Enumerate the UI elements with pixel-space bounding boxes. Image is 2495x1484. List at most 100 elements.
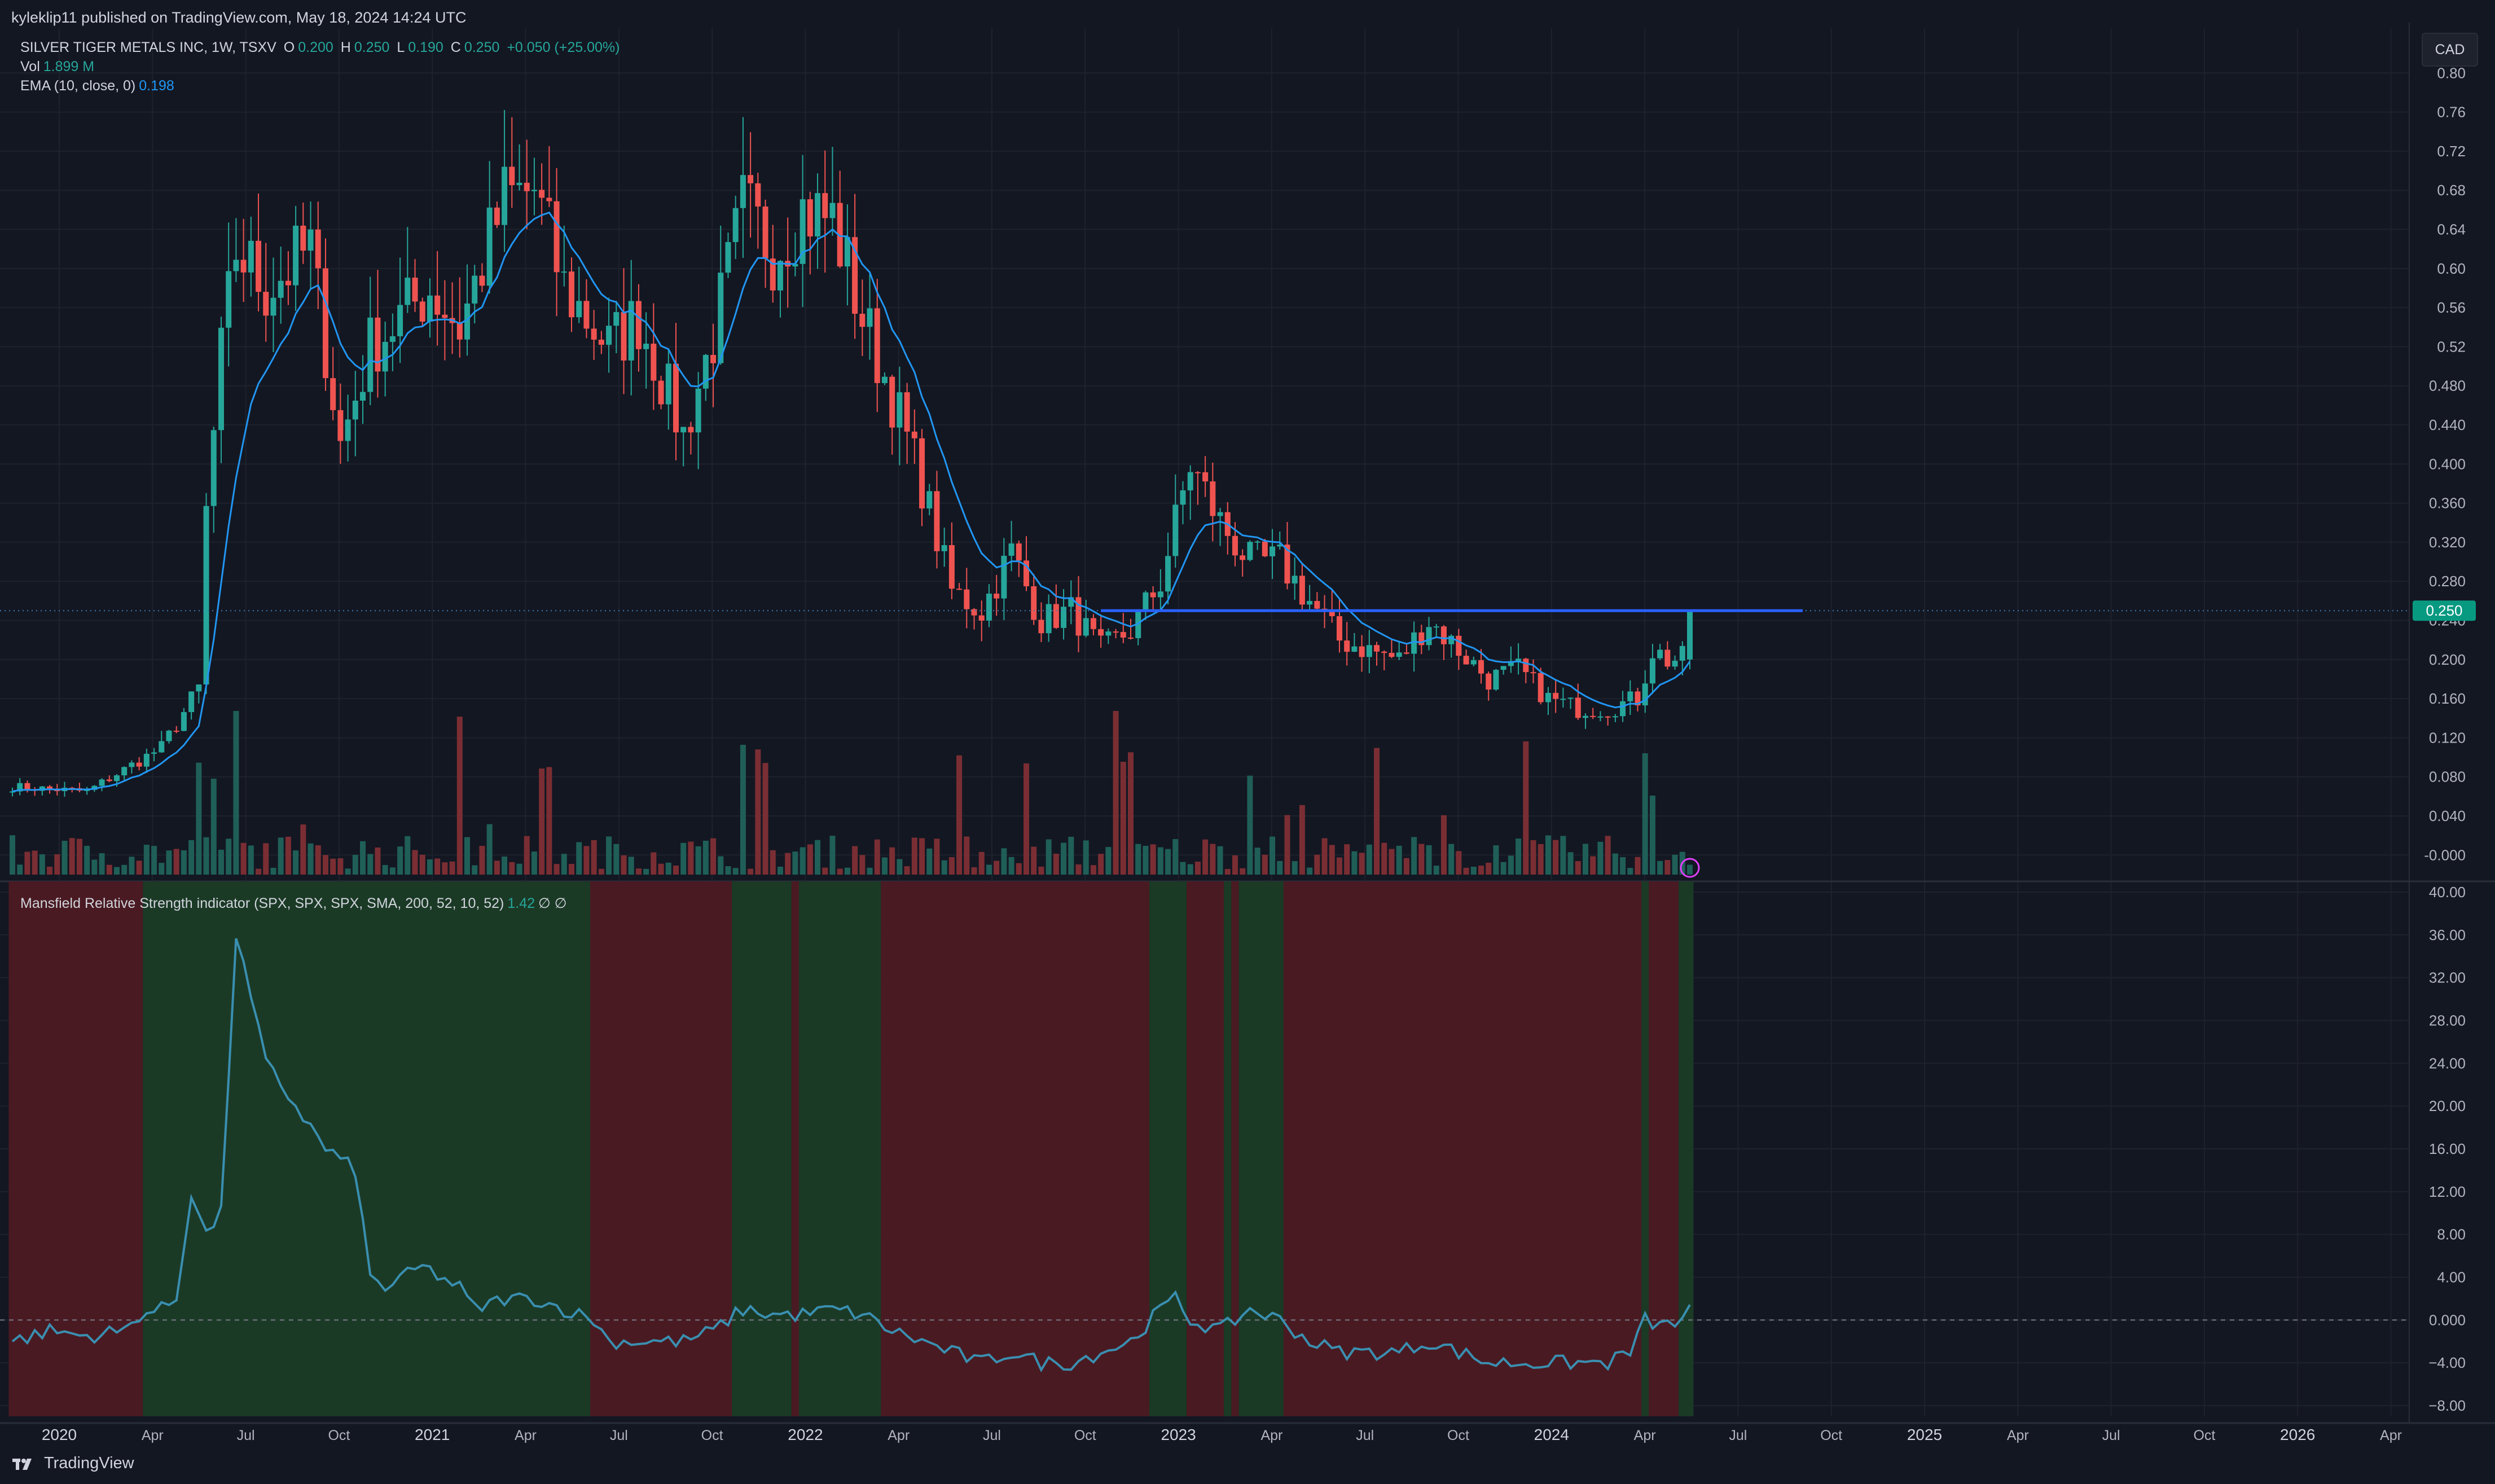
rs-background-band bbox=[1187, 881, 1224, 1416]
lightning-icon bbox=[1680, 858, 1700, 878]
candle-body bbox=[1530, 672, 1536, 674]
volume-bar bbox=[233, 711, 239, 875]
volume-bar bbox=[76, 838, 82, 875]
volume-bar bbox=[583, 846, 590, 875]
volume-bar bbox=[1202, 839, 1209, 875]
volume-bar bbox=[1053, 853, 1059, 875]
candle-body bbox=[405, 278, 411, 305]
price-tick-label: 0.56 bbox=[2437, 299, 2466, 316]
time-tick-label: 2023 bbox=[1161, 1426, 1196, 1443]
candle-body bbox=[598, 339, 604, 345]
volume-bar bbox=[576, 842, 582, 875]
volume-bar bbox=[1672, 854, 1678, 875]
candle-body bbox=[1560, 699, 1566, 700]
rs-tick-label: 0.000 bbox=[2429, 1311, 2466, 1328]
published-header: kyleklip11 published on TradingView.com,… bbox=[11, 9, 467, 26]
candle-body bbox=[337, 410, 344, 441]
volume-bar bbox=[904, 866, 910, 875]
candle-body bbox=[569, 271, 574, 318]
volume-bar bbox=[263, 843, 269, 875]
volume-bar bbox=[1008, 857, 1014, 875]
volume-bar bbox=[1560, 836, 1566, 875]
volume-bar bbox=[934, 838, 940, 875]
volume-bar bbox=[881, 857, 888, 875]
candle-body bbox=[874, 308, 880, 383]
volume-bar bbox=[345, 868, 351, 875]
candle-body bbox=[263, 292, 269, 316]
candle-body bbox=[233, 260, 239, 271]
volume-bar bbox=[1448, 844, 1455, 875]
volume-bar bbox=[897, 859, 903, 875]
volume-bar bbox=[136, 860, 142, 875]
volume-bar bbox=[1307, 867, 1313, 875]
candle-body bbox=[1508, 661, 1514, 666]
volume-bar bbox=[702, 840, 709, 875]
candle-body bbox=[1649, 658, 1655, 684]
volume-bar bbox=[1687, 864, 1693, 875]
volume-bar bbox=[389, 867, 396, 875]
candle-body bbox=[1314, 601, 1320, 609]
volume-bar bbox=[1351, 851, 1358, 875]
volume-bar bbox=[800, 847, 806, 875]
candle-body bbox=[1672, 660, 1678, 667]
volume-bar bbox=[1210, 844, 1216, 875]
volume-bar bbox=[1642, 753, 1648, 875]
volume-bar bbox=[598, 868, 604, 875]
candle-body bbox=[1284, 545, 1290, 584]
volume-bar bbox=[143, 845, 150, 875]
candle-body bbox=[442, 314, 448, 318]
volume-bar bbox=[1500, 862, 1506, 875]
volume-bar bbox=[1605, 836, 1611, 875]
candle-body bbox=[1411, 632, 1417, 654]
time-tick-label: Apr bbox=[888, 1428, 910, 1443]
volume-bar bbox=[1046, 839, 1052, 875]
volume-bar bbox=[994, 860, 1000, 875]
time-tick-label: 2026 bbox=[2280, 1426, 2315, 1443]
candle-body bbox=[181, 712, 187, 731]
candle-body bbox=[1024, 560, 1030, 587]
candle-body bbox=[867, 308, 873, 327]
volume-bar bbox=[1664, 860, 1671, 875]
candle-body bbox=[1679, 646, 1685, 661]
rs-tick-label: −8.00 bbox=[2428, 1397, 2466, 1414]
volume-bar bbox=[1038, 866, 1044, 875]
candle-body bbox=[986, 594, 992, 621]
candle-body bbox=[382, 341, 388, 372]
candle-body bbox=[762, 206, 768, 259]
candle-body bbox=[1627, 691, 1633, 701]
candle-body bbox=[643, 344, 649, 349]
volume-bar bbox=[859, 855, 866, 875]
volume-bar bbox=[815, 840, 821, 875]
volume-bar bbox=[300, 824, 306, 875]
time-tick-label: Oct bbox=[1820, 1428, 1842, 1443]
volume-bar bbox=[173, 849, 179, 875]
volume-bar bbox=[1649, 796, 1655, 875]
candle-body bbox=[1046, 604, 1052, 634]
price-tick-label: 0.52 bbox=[2437, 338, 2466, 355]
currency-button[interactable]: CAD bbox=[2422, 33, 2478, 67]
volume-bar bbox=[1597, 841, 1604, 875]
volume-bar bbox=[1120, 762, 1126, 875]
volume-bar bbox=[1321, 838, 1328, 875]
volume-bar bbox=[24, 851, 30, 875]
candle-body bbox=[1217, 512, 1223, 516]
volume-bar bbox=[1374, 748, 1380, 875]
time-tick-label: Apr bbox=[1260, 1428, 1282, 1443]
volume-bar bbox=[852, 846, 858, 875]
volume-bar bbox=[1470, 866, 1477, 875]
candle-body bbox=[1486, 673, 1492, 690]
candle-body bbox=[345, 419, 351, 441]
candle-body bbox=[1128, 637, 1134, 639]
candle-body bbox=[1575, 697, 1581, 718]
volume-bar bbox=[479, 846, 485, 875]
candle-body bbox=[203, 506, 209, 685]
tradingview-logo[interactable]: TradingView bbox=[12, 1454, 134, 1473]
candle-body bbox=[367, 317, 374, 392]
candle-body bbox=[971, 609, 977, 616]
change-value: +0.050 (+25.00%) bbox=[507, 39, 620, 55]
candle-body bbox=[293, 225, 299, 286]
candle-body bbox=[322, 268, 328, 379]
rs-tick-label: 16.00 bbox=[2429, 1140, 2466, 1157]
candle-body bbox=[815, 193, 821, 237]
